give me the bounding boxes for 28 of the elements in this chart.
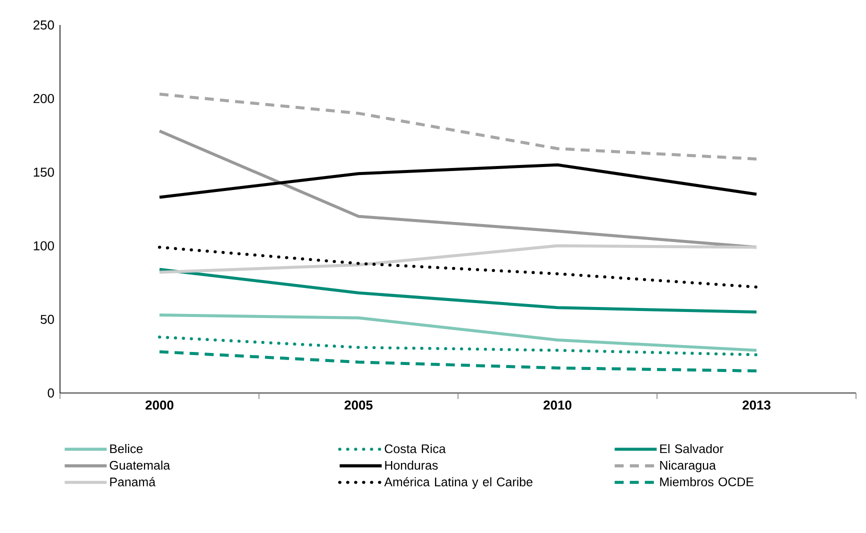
x-tick-label: 2010 xyxy=(544,400,572,410)
y-tick-label: 150 xyxy=(34,168,54,177)
legend-label: Panamá xyxy=(110,477,156,486)
line-series xyxy=(158,268,758,314)
y-tick-label: 50 xyxy=(40,314,54,324)
legend-label: Guatemala xyxy=(110,460,170,470)
y-tick-label: 200 xyxy=(34,94,54,104)
line-series xyxy=(158,163,758,199)
line-series xyxy=(158,92,758,160)
legend-label: Nicaragua xyxy=(660,460,716,472)
x-tick-label: 2005 xyxy=(344,400,373,410)
line-series xyxy=(158,129,758,249)
line-series xyxy=(158,336,758,356)
line-series xyxy=(158,244,758,274)
x-tick-label: 2013 xyxy=(742,400,770,410)
legend-label: Costa Rica xyxy=(384,444,446,454)
y-tick-label: 250 xyxy=(34,20,54,30)
legend-label: Honduras xyxy=(385,460,438,470)
line-series xyxy=(158,246,758,289)
y-tick-label: 100 xyxy=(34,241,54,250)
legend-label: Belice xyxy=(110,444,143,454)
legend-label: América Latina y el Caribe xyxy=(384,477,532,489)
legend-label: El Salvador xyxy=(660,444,724,454)
x-tick-label: 2000 xyxy=(146,400,174,410)
y-tick-label: 0 xyxy=(48,388,54,398)
line-series xyxy=(158,350,758,372)
legend-label: Miembros OCDE xyxy=(660,477,754,486)
line-series xyxy=(158,313,758,352)
